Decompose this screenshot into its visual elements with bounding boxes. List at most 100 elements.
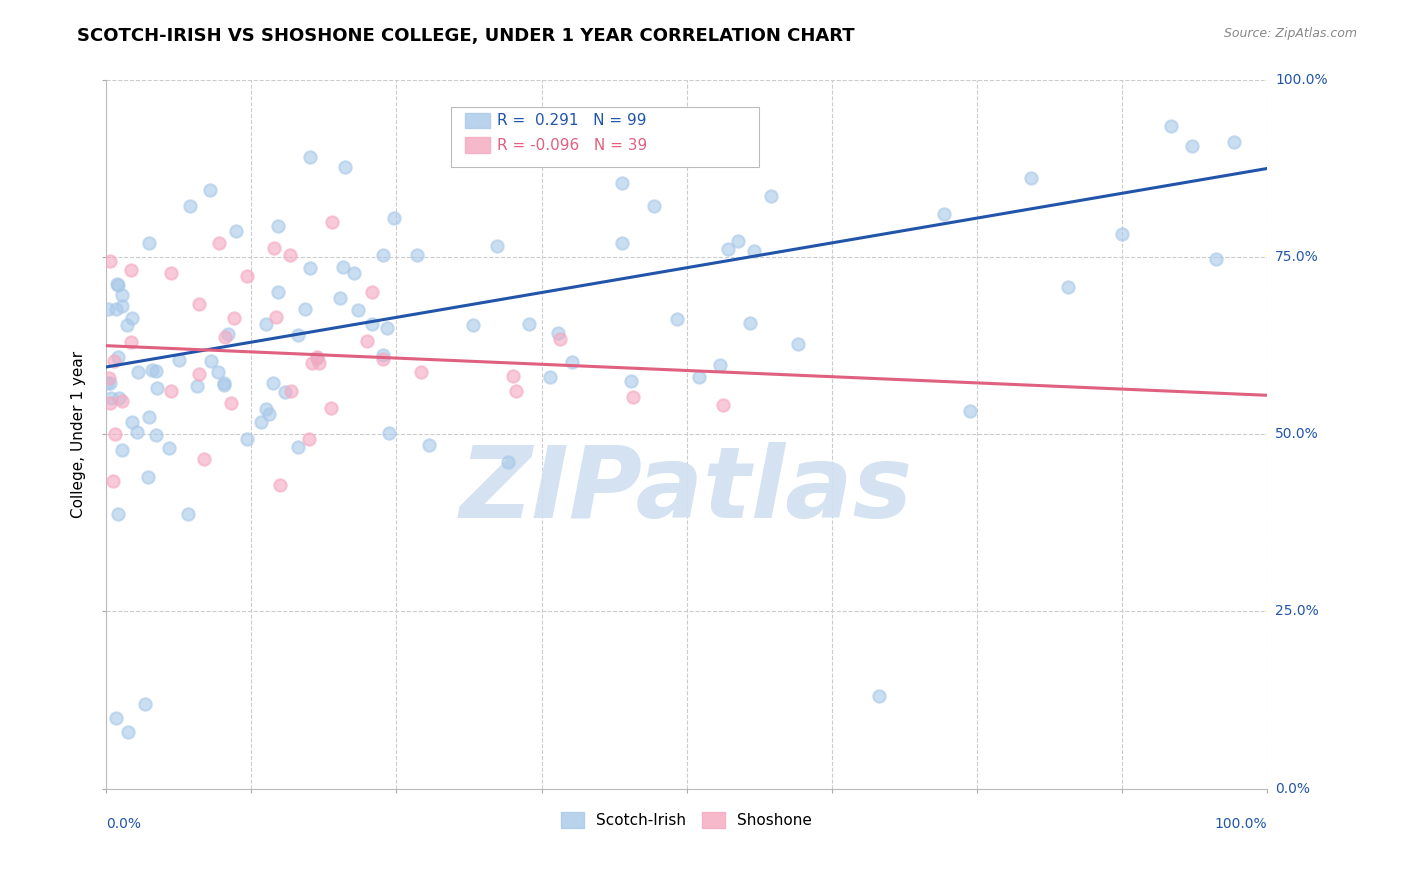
Point bbox=[332, 260, 354, 275]
Point bbox=[620, 374, 643, 388]
Point bbox=[406, 248, 429, 262]
Point bbox=[371, 351, 394, 366]
Point bbox=[107, 351, 129, 365]
Text: SCOTCH-IRISH VS SHOSHONE COLLEGE, UNDER 1 YEAR CORRELATION CHART: SCOTCH-IRISH VS SHOSHONE COLLEGE, UNDER … bbox=[77, 27, 855, 45]
Point bbox=[267, 285, 290, 299]
Point bbox=[361, 285, 384, 300]
Point bbox=[305, 351, 328, 366]
Point bbox=[263, 241, 285, 255]
Point bbox=[110, 394, 132, 409]
Point bbox=[214, 376, 236, 390]
Point bbox=[640, 119, 662, 133]
Point bbox=[418, 438, 440, 452]
Point bbox=[356, 334, 378, 348]
Point bbox=[298, 261, 321, 276]
Point bbox=[643, 199, 665, 213]
Point bbox=[717, 242, 740, 256]
Point bbox=[287, 328, 309, 343]
Point bbox=[105, 277, 128, 291]
Point bbox=[321, 215, 343, 229]
Text: R =  0.291   N = 99: R = 0.291 N = 99 bbox=[498, 113, 647, 128]
Point bbox=[98, 253, 121, 268]
Point bbox=[269, 478, 291, 492]
Point bbox=[278, 248, 301, 262]
Text: 25.0%: 25.0% bbox=[1275, 605, 1319, 618]
Point bbox=[145, 428, 167, 442]
Text: R = -0.096   N = 39: R = -0.096 N = 39 bbox=[498, 137, 648, 153]
Point bbox=[134, 697, 156, 711]
Point bbox=[108, 391, 131, 405]
Point bbox=[136, 470, 159, 484]
Point bbox=[264, 310, 287, 324]
Point bbox=[138, 409, 160, 424]
Point bbox=[461, 318, 484, 333]
Point bbox=[250, 415, 273, 429]
Point bbox=[301, 356, 323, 370]
Point bbox=[193, 451, 215, 466]
Point bbox=[179, 199, 201, 213]
Point bbox=[186, 378, 208, 392]
Point bbox=[274, 385, 297, 400]
Point bbox=[200, 354, 222, 368]
Point bbox=[505, 384, 527, 398]
Text: 50.0%: 50.0% bbox=[1275, 427, 1319, 442]
Point bbox=[222, 310, 245, 325]
Point bbox=[727, 235, 749, 249]
Point bbox=[138, 235, 160, 250]
Point bbox=[610, 176, 633, 190]
Point bbox=[267, 219, 290, 233]
Point bbox=[759, 189, 782, 203]
Point bbox=[378, 425, 401, 440]
Point bbox=[280, 384, 302, 398]
Point bbox=[236, 269, 259, 284]
Point bbox=[1222, 135, 1244, 149]
Legend: Scotch-Irish, Shoshone: Scotch-Irish, Shoshone bbox=[555, 805, 818, 834]
Point bbox=[176, 507, 198, 521]
Point bbox=[225, 224, 247, 238]
Point bbox=[104, 301, 127, 316]
Point bbox=[98, 371, 121, 385]
Point bbox=[1019, 171, 1042, 186]
Point bbox=[141, 363, 163, 377]
Point bbox=[1205, 252, 1227, 267]
Point bbox=[121, 263, 143, 277]
Text: ZIPatlas: ZIPatlas bbox=[460, 442, 912, 540]
Point bbox=[375, 320, 398, 334]
Point bbox=[104, 426, 127, 441]
Point bbox=[207, 365, 229, 379]
Text: 100.0%: 100.0% bbox=[1215, 817, 1267, 830]
Point bbox=[101, 474, 124, 488]
Point bbox=[214, 329, 236, 343]
Point bbox=[157, 441, 180, 455]
Text: 75.0%: 75.0% bbox=[1275, 250, 1319, 264]
Point bbox=[688, 369, 710, 384]
Point bbox=[160, 384, 183, 398]
Point bbox=[107, 508, 129, 522]
Point bbox=[547, 326, 569, 340]
Point bbox=[868, 690, 890, 704]
Point bbox=[502, 369, 524, 384]
FancyBboxPatch shape bbox=[451, 107, 758, 167]
Point bbox=[254, 402, 277, 417]
Point bbox=[236, 432, 259, 446]
Point bbox=[212, 378, 235, 392]
Point bbox=[98, 396, 121, 410]
Point bbox=[198, 183, 221, 197]
Point bbox=[548, 333, 571, 347]
Point bbox=[121, 311, 143, 326]
Point bbox=[259, 407, 281, 421]
Point bbox=[744, 244, 766, 258]
Point bbox=[262, 376, 284, 390]
Y-axis label: College, Under 1 year: College, Under 1 year bbox=[72, 351, 86, 518]
Point bbox=[486, 238, 509, 252]
Point bbox=[217, 326, 239, 341]
Point bbox=[96, 376, 118, 390]
Point bbox=[959, 403, 981, 417]
Point bbox=[1056, 279, 1078, 293]
Point bbox=[125, 425, 148, 440]
Point bbox=[117, 724, 139, 739]
Point bbox=[294, 302, 316, 317]
Point bbox=[111, 442, 134, 457]
Point bbox=[145, 364, 167, 378]
Point bbox=[127, 365, 149, 379]
